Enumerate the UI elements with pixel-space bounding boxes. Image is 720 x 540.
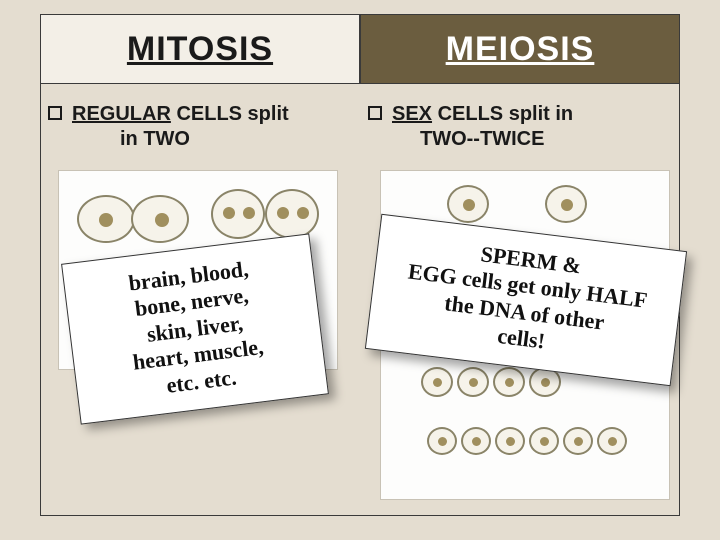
subhead-meiosis: SEX CELLS split in TWO--TWICE	[360, 96, 680, 158]
subhead-rest-right: CELLS split in	[432, 103, 573, 125]
cell-shape	[427, 427, 457, 455]
cell-shape	[563, 427, 593, 455]
cell-shape	[597, 427, 627, 455]
nucleus-shape	[506, 437, 515, 446]
nucleus-shape	[463, 199, 475, 211]
subhead-lead-right: SEX	[392, 103, 432, 125]
square-bullet-icon	[48, 106, 62, 120]
nucleus-shape	[505, 378, 514, 387]
note-mitosis-examples: brain, blood,bone, nerve,skin, liver,hea…	[61, 233, 329, 424]
nucleus-shape	[469, 378, 478, 387]
cell-shape	[493, 367, 525, 397]
subhead-line2-left: in TWO	[120, 128, 190, 150]
cell-shape	[447, 185, 489, 223]
header-cell-mitosis: MITOSIS	[40, 14, 360, 84]
nucleus-shape	[433, 378, 442, 387]
nucleus-shape	[574, 437, 583, 446]
subhead-lead-left: REGULAR	[72, 103, 171, 125]
cell-shape	[495, 427, 525, 455]
cell-shape	[211, 189, 265, 239]
nucleus-shape	[608, 437, 617, 446]
nucleus-shape	[155, 213, 169, 227]
header-row: MITOSIS MEIOSIS	[40, 14, 680, 84]
cell-shape	[545, 185, 587, 223]
nucleus-shape	[541, 378, 550, 387]
nucleus-shape	[561, 199, 573, 211]
nucleus-shape	[540, 437, 549, 446]
cell-shape	[131, 195, 189, 243]
nucleus-shape	[438, 437, 447, 446]
nucleus-shape	[99, 213, 113, 227]
subhead-row: REGULAR CELLS split in TWO SEX CELLS spl…	[40, 96, 680, 158]
cell-shape	[457, 367, 489, 397]
title-mitosis: MITOSIS	[127, 30, 273, 69]
nucleus-shape	[243, 207, 255, 219]
nucleus-shape	[223, 207, 235, 219]
cell-shape	[265, 189, 319, 239]
nucleus-shape	[472, 437, 481, 446]
nucleus-shape	[277, 207, 289, 219]
cell-shape	[461, 427, 491, 455]
nucleus-shape	[297, 207, 309, 219]
title-meiosis: MEIOSIS	[446, 30, 595, 69]
subhead-line2-right: TWO--TWICE	[420, 128, 544, 150]
subhead-mitosis: REGULAR CELLS split in TWO	[40, 96, 360, 158]
header-cell-meiosis: MEIOSIS	[360, 14, 680, 84]
cell-shape	[421, 367, 453, 397]
square-bullet-icon	[368, 106, 382, 120]
cell-shape	[529, 427, 559, 455]
subhead-rest-left: CELLS split	[171, 103, 289, 125]
cell-shape	[77, 195, 135, 243]
